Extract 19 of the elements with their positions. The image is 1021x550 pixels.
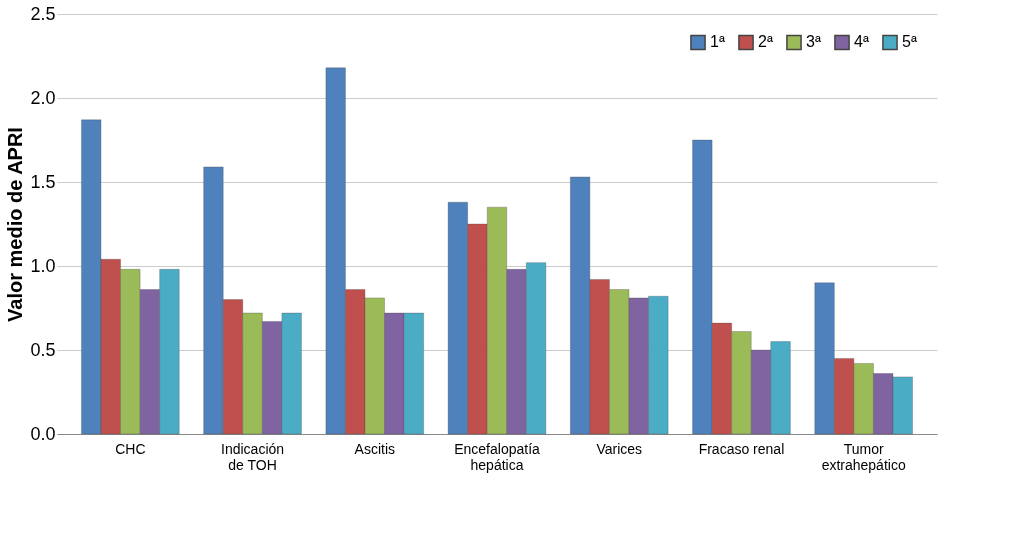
y-tick-label: 1.0 — [30, 255, 56, 276]
x-tick-label: Encefalopatía hepática — [454, 440, 541, 473]
y-tick-label: 0.5 — [30, 339, 56, 360]
x-tick-label: Indicación de TOH — [221, 440, 285, 473]
x-tick-label: Varices — [596, 440, 643, 457]
x-tick-label: Tumor extrahepático — [821, 440, 906, 473]
y-axis-title: Valor medio de APRI — [4, 127, 27, 322]
legend-label: 5ª — [902, 33, 917, 51]
y-tick-label: 0.0 — [30, 423, 56, 444]
x-tick-label: CHC — [115, 440, 146, 457]
legend-label: 1ª — [710, 33, 725, 51]
y-tick-label: 1.5 — [30, 171, 56, 192]
x-tick-label: Ascitis — [354, 440, 395, 457]
legend-label: 2ª — [758, 33, 773, 51]
y-tick-label: 2.0 — [30, 87, 56, 108]
legend-label: 3ª — [806, 33, 821, 51]
legend-label: 4ª — [854, 33, 869, 51]
y-tick-label: 2.5 — [30, 3, 56, 24]
x-tick-label: Fracaso renal — [698, 440, 785, 457]
